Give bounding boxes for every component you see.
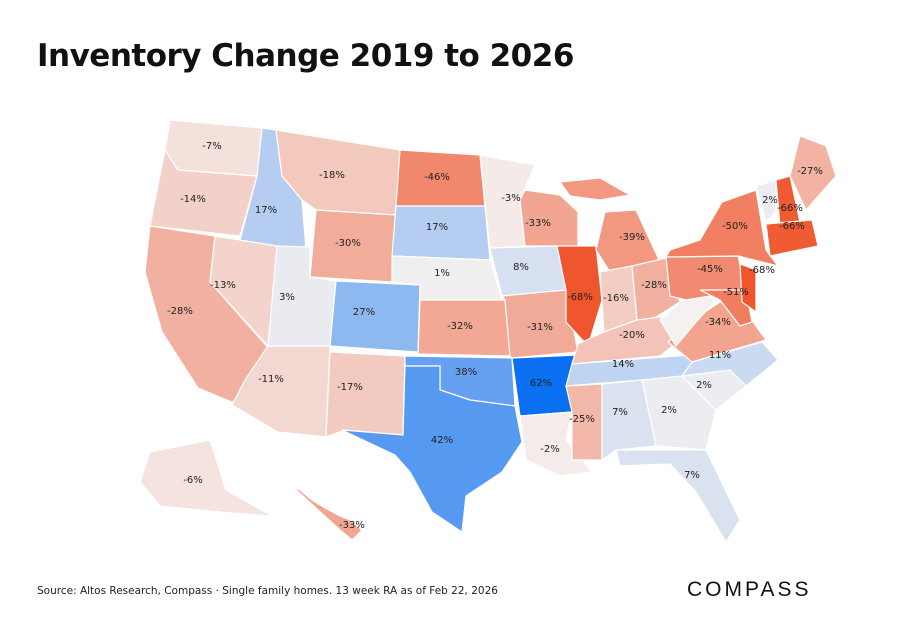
state-label-tn: 14% bbox=[612, 359, 634, 370]
state-label-hi: -33% bbox=[339, 520, 365, 531]
state-label-mt: -18% bbox=[319, 170, 345, 181]
state-label-vt: 2% bbox=[762, 195, 778, 206]
state-label-ny: -50% bbox=[722, 221, 748, 232]
state-label-nd: -46% bbox=[424, 172, 450, 183]
state-label-nv: -13% bbox=[210, 280, 236, 291]
state-al bbox=[601, 379, 657, 462]
state-tx bbox=[341, 365, 523, 534]
state-label-ut: 3% bbox=[279, 292, 295, 303]
state-label-mo: -31% bbox=[527, 322, 553, 333]
state-label-pa: -45% bbox=[697, 264, 723, 275]
state-label-ga: 2% bbox=[661, 405, 677, 416]
page-title: Inventory Change 2019 to 2026 bbox=[37, 38, 574, 74]
state-ny bbox=[664, 189, 780, 267]
state-label-ia: 8% bbox=[513, 262, 529, 273]
state-me bbox=[789, 135, 837, 212]
state-label-oh: -28% bbox=[641, 280, 667, 291]
state-label-wa: -7% bbox=[202, 141, 221, 152]
state-md bbox=[699, 289, 753, 327]
state-az bbox=[231, 345, 331, 438]
state-label-or: -14% bbox=[180, 194, 206, 205]
state-label-ks: -32% bbox=[447, 321, 473, 332]
state-label-ar: 62% bbox=[530, 378, 552, 389]
state-label-in: -16% bbox=[603, 293, 629, 304]
state-label-tx: 42% bbox=[431, 435, 453, 446]
state-label-sd: 17% bbox=[426, 222, 448, 233]
state-label-la: -2% bbox=[540, 444, 559, 455]
state-ma bbox=[765, 219, 819, 257]
state-label-mi: -39% bbox=[619, 232, 645, 243]
state-label-il: -68% bbox=[567, 292, 593, 303]
state-label-nm: -17% bbox=[337, 382, 363, 393]
state-sd bbox=[391, 205, 491, 261]
state-label-co: 27% bbox=[353, 307, 375, 318]
state-label-ok: 38% bbox=[455, 367, 477, 378]
state-label-sc: 2% bbox=[696, 380, 712, 391]
state-label-al: 7% bbox=[612, 407, 628, 418]
state-mi bbox=[558, 177, 632, 201]
state-ak bbox=[139, 439, 273, 517]
state-label-fl: 7% bbox=[684, 470, 700, 481]
compass-logo: COMPASS bbox=[687, 578, 812, 601]
state-label-ca: -28% bbox=[167, 306, 193, 317]
state-ga bbox=[641, 375, 717, 451]
state-label-nc: 11% bbox=[709, 350, 731, 361]
state-label-ak: -6% bbox=[183, 475, 202, 486]
state-ms bbox=[565, 383, 603, 461]
state-vt bbox=[755, 179, 777, 224]
state-label-wy: -30% bbox=[335, 238, 361, 249]
state-label-me: -27% bbox=[797, 166, 823, 177]
state-nc bbox=[680, 341, 779, 387]
state-label-nj: -68% bbox=[749, 265, 775, 276]
state-label-ms: -25% bbox=[569, 414, 595, 425]
state-label-wi: -33% bbox=[525, 218, 551, 229]
source-note: Source: Altos Research, Compass · Single… bbox=[37, 585, 498, 597]
state-label-nh: -66% bbox=[777, 203, 803, 214]
state-fl bbox=[615, 449, 741, 544]
state-label-ky: -20% bbox=[619, 330, 645, 341]
state-nm bbox=[325, 351, 406, 438]
state-label-id: 17% bbox=[255, 205, 277, 216]
state-label-ma: -66% bbox=[779, 221, 805, 232]
state-label-md: -51% bbox=[723, 287, 749, 298]
state-label-ne: 1% bbox=[434, 268, 450, 279]
state-label-mn: -3% bbox=[501, 193, 520, 204]
state-hi bbox=[291, 485, 363, 541]
state-label-az: -11% bbox=[258, 374, 284, 385]
state-nj bbox=[739, 263, 757, 314]
state-wv bbox=[659, 291, 717, 348]
state-label-va: -34% bbox=[705, 317, 731, 328]
